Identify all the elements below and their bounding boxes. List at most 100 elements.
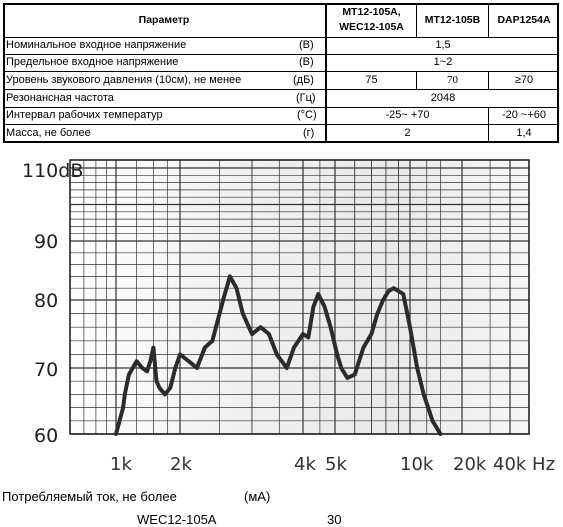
data-point [204, 346, 206, 349]
plot-area [70, 160, 529, 434]
data-point [115, 433, 117, 435]
row-unit: (Гц) [296, 92, 316, 104]
data-point [149, 360, 152, 362]
row-value: 70 [447, 74, 458, 86]
data-point [402, 293, 405, 295]
header-col2: MT12-105B [424, 13, 481, 26]
data-point [276, 353, 278, 356]
data-point [152, 346, 155, 349]
x-tick-label: 5k [325, 454, 347, 475]
row-value: -25~ +70 [385, 109, 430, 121]
row-value: 2 [404, 127, 411, 139]
row-value: 75 [365, 74, 378, 86]
data-point [312, 306, 315, 308]
data-point [146, 370, 148, 373]
data-point [235, 287, 238, 289]
y-tick-label: 90 [34, 231, 58, 253]
table-rule [3, 124, 559, 125]
data-point [336, 353, 338, 356]
x-tick-label: 10k [400, 454, 434, 475]
plot-frame [69, 159, 530, 435]
x-tick-label: 1k [110, 454, 132, 475]
data-point [164, 393, 166, 396]
table-rule [3, 71, 559, 72]
data-point [431, 420, 434, 422]
data-point [169, 387, 172, 389]
data-point [135, 360, 138, 362]
data-point [302, 333, 304, 335]
data-point [340, 367, 343, 369]
data-point [211, 340, 214, 342]
row-value: 1,4 [516, 127, 532, 139]
x-tick-label: 2k [170, 454, 192, 475]
header-col1-line1: MT12-105A, [342, 6, 401, 18]
data-point [346, 377, 349, 379]
table-rule [3, 54, 559, 55]
header-param: Параметр [138, 13, 190, 26]
data-point [293, 346, 295, 349]
data-point [416, 367, 419, 369]
data-point [439, 433, 442, 435]
data-point [155, 380, 158, 382]
data-point [196, 367, 198, 369]
row-name: Предельное входное напряжение [6, 56, 179, 68]
row-unit: (°С) [297, 109, 317, 121]
table-rule [488, 71, 489, 89]
data-point [286, 367, 288, 369]
data-point [376, 312, 379, 315]
row-value: 1~2 [433, 56, 453, 68]
x-tick-label: 40k Hz [493, 454, 555, 475]
x-axis-labels: 1k 2k 4k 5k 10k 20k 40k Hz [110, 454, 555, 475]
header-col1: MT12-105A, WEC12-105A [327, 5, 416, 37]
row-name: Интервал рабочих температур [6, 109, 163, 121]
data-point [124, 393, 126, 396]
table-rule [488, 3, 489, 37]
table-rule [3, 107, 559, 108]
table-rule [325, 3, 327, 143]
data-point [222, 299, 224, 301]
row-name: Резонансная частота [6, 92, 114, 104]
row-unit: (В) [299, 39, 314, 51]
y-tick-label: 60 [34, 425, 58, 447]
data-point [242, 312, 244, 315]
row-value: -20 ~+60 [501, 109, 547, 121]
row-unit: (г) [303, 127, 315, 139]
x-tick-label: 20k [453, 454, 487, 475]
chart-grid [69, 159, 530, 435]
data-point [141, 367, 144, 369]
data-point [174, 367, 177, 369]
table-rule [3, 37, 559, 38]
data-point [362, 346, 365, 349]
data-point [122, 406, 124, 409]
current-model: WEC12-105A [137, 512, 217, 527]
table-frame [3, 3, 559, 143]
row-name: Номинальное входное напряжение [6, 39, 187, 51]
data-point [329, 326, 332, 328]
data-point [323, 306, 326, 308]
y-tick-label: 70 [34, 359, 58, 381]
data-point [382, 299, 384, 301]
header-col1-line2: WEC12-105A [339, 21, 404, 33]
data-point [251, 333, 253, 335]
frequency-response-chart: 110dB 90 80 70 60 1k 2k 4k 5k 10k 20k 40… [22, 159, 555, 475]
header-col3: DAP1254A [497, 13, 551, 26]
data-point [128, 373, 130, 376]
row-unit: (дБ) [293, 74, 314, 86]
data-point [409, 326, 411, 328]
data-point [307, 336, 310, 339]
data-point [353, 373, 356, 376]
row-unit: (В) [299, 56, 314, 68]
x-tick-label: 4k [294, 454, 316, 475]
row-value: 2048 [430, 92, 456, 104]
data-point [422, 393, 425, 396]
y-tick-label-top: 110dB [22, 160, 83, 182]
data-point [259, 326, 262, 328]
data-point [158, 387, 161, 389]
current-unit: (мА) [244, 489, 271, 504]
data-point [229, 275, 231, 278]
data-point [387, 290, 390, 292]
data-point [268, 333, 270, 335]
data-point [187, 360, 190, 362]
table-rule [416, 3, 417, 37]
response-curve-group [114, 274, 443, 436]
